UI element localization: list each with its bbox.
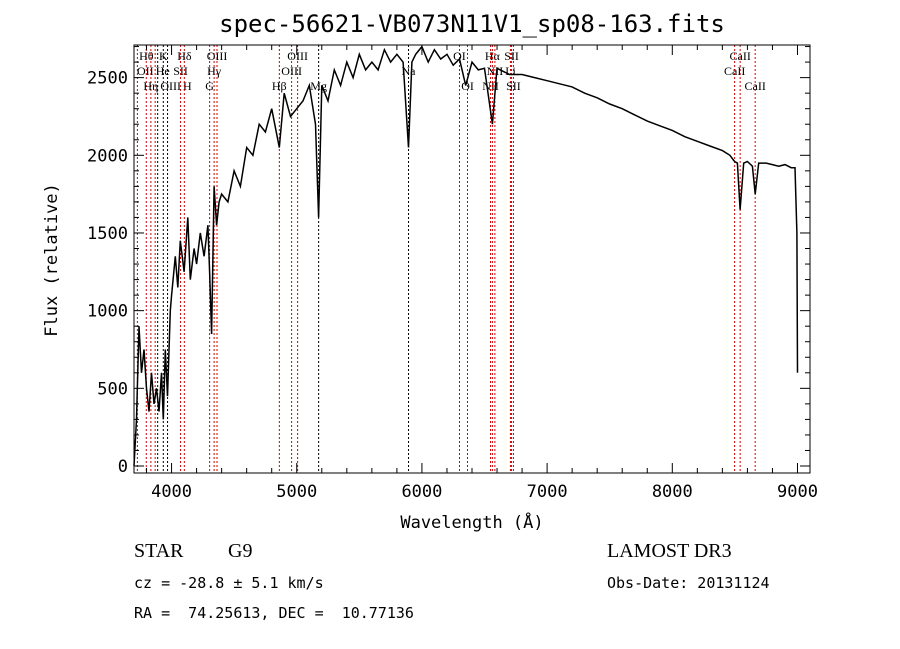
spectral-line-label: OIII [207,49,228,63]
spectral-line-label: CaII [724,64,745,78]
spectral-line-label: Hη [143,79,158,93]
spectral-line-label: Li [505,64,516,78]
x-tick-label: 6000 [401,482,442,502]
object-class: STAR [134,540,184,562]
spectral-line-label: Na [402,64,417,78]
coordinates: RA = 74.25613, DEC = 10.77136 [134,604,414,622]
spectral-line-label: NII [487,64,504,78]
spectral-line-label: Hδ [177,49,192,63]
plot-frame [133,44,811,474]
x-tick-label: 7000 [527,482,568,502]
spectral-line-label: Hβ [272,79,287,93]
spectral-line-label: OII [137,64,154,78]
spectral-line-label: CaII [745,79,766,93]
y-tick-label: 0 [118,457,128,477]
spectral-line-label: H [183,79,192,93]
spectral-line-label: OI [453,49,466,63]
spectral-line-label: He [156,64,170,78]
spectral-line-label: OIII [160,79,181,93]
spectral-line-label: SII [173,64,188,78]
spectral-line-label: OIII [287,49,308,63]
x-tick-label: 8000 [652,482,693,502]
redshift-cz: cz = -28.8 ± 5.1 km/s [134,574,324,592]
spectrum-series-line [133,45,799,467]
y-tick-label: 1000 [87,302,128,322]
spectral-line-label: OIII [281,64,302,78]
x-tick-label: 4000 [151,482,192,502]
y-axis-label: Flux (relative) [42,183,62,337]
subclass: G9 [228,540,253,562]
chart-title: spec-56621-VB073N11V1_sp08-163.fits [219,10,725,38]
y-tick-label: 2000 [87,146,128,166]
obs-date: Obs-Date: 20131124 [607,574,770,592]
survey-name: LAMOST DR3 [607,540,732,562]
y-tick-label: 500 [97,379,128,399]
y-tick-label: 1500 [87,224,128,244]
spectral-line-label: Hγ [207,64,222,78]
spectral-line-label: G [205,79,214,93]
spectral-line-label: CaII [730,49,751,63]
y-tick-label: 2500 [87,69,128,89]
spectral-line-label: SII [506,79,521,93]
x-tick-label: 9000 [777,482,818,502]
spectral-line-label: SII [504,49,519,63]
spectral-line-label: Hθ [139,49,154,63]
spectral-line-label: K [159,49,168,63]
x-axis-label: Wavelength (Å) [400,511,543,533]
x-tick-label: 5000 [276,482,317,502]
spectral-line-label: Hα [485,49,501,63]
